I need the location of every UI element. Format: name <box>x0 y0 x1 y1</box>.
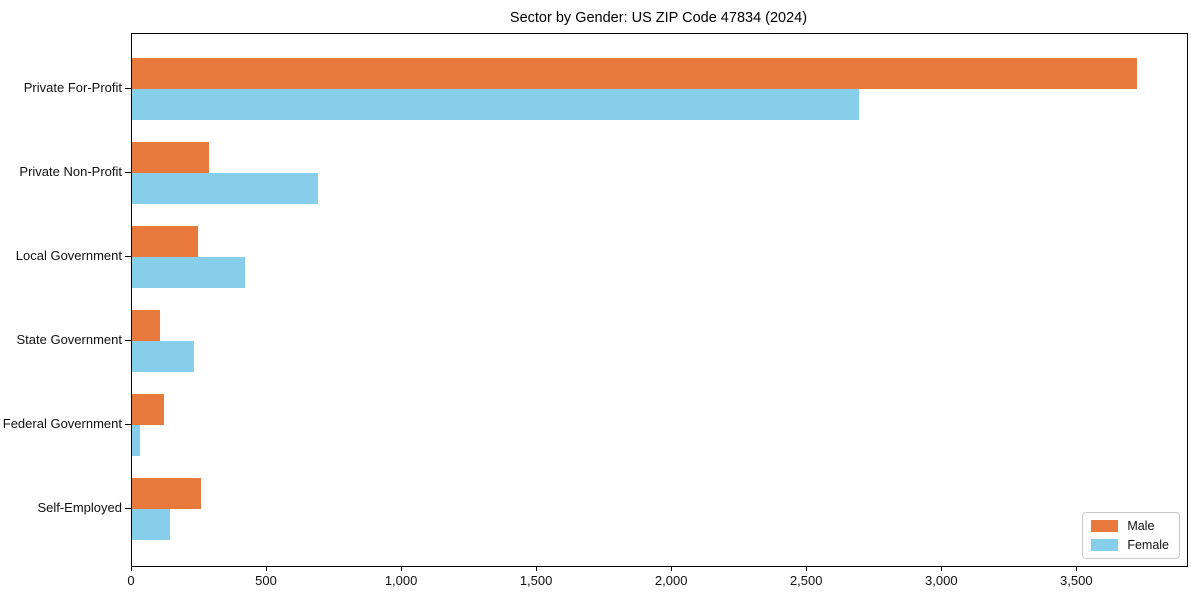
x-tick-mark <box>536 566 538 571</box>
x-tick-mark <box>266 566 267 571</box>
bar-male-4 <box>132 394 165 425</box>
bar-male-3 <box>132 310 161 341</box>
x-tick-label: 0 <box>127 573 135 588</box>
x-tick-mark <box>1076 566 1078 571</box>
x-tick-mark <box>806 566 808 571</box>
x-tick-label: 1,000 <box>384 573 418 588</box>
y-tick-mark <box>125 88 131 89</box>
bar-female-2 <box>132 257 246 288</box>
y-tick-mark <box>125 172 131 173</box>
x-tick-mark <box>671 566 673 571</box>
y-axis-category-label: Local Government <box>15 248 122 263</box>
bar-female-0 <box>132 89 859 120</box>
legend-label-male: Male <box>1127 519 1155 533</box>
bar-female-5 <box>132 509 170 540</box>
y-tick-mark <box>125 508 131 509</box>
bar-male-1 <box>132 142 209 173</box>
x-tick-label: 3,000 <box>925 573 958 588</box>
bar-female-4 <box>132 425 141 456</box>
x-tick-label: 2,000 <box>654 573 688 588</box>
x-tick-label: 3,500 <box>1060 573 1093 588</box>
legend: Male Female <box>1082 512 1180 559</box>
y-tick-mark <box>125 340 131 341</box>
y-axis-category-label: Federal Government <box>2 416 122 431</box>
x-tick-label: 500 <box>255 573 277 588</box>
bar-male-2 <box>132 226 199 257</box>
y-axis-category-label: State Government <box>16 332 123 347</box>
x-tick-mark <box>401 566 403 571</box>
x-tick-label: 2,500 <box>789 573 823 588</box>
plot-area: Male Female <box>131 33 1188 567</box>
bar-female-3 <box>132 341 195 372</box>
x-tick-mark <box>941 566 943 571</box>
y-axis-category-label: Private Non-Profit <box>19 164 122 179</box>
legend-entry-male: Male <box>1091 519 1169 533</box>
bar-male-0 <box>132 58 1137 89</box>
y-tick-mark <box>125 424 131 425</box>
legend-entry-female: Female <box>1091 538 1169 552</box>
legend-swatch-female-icon <box>1091 539 1119 551</box>
legend-swatch-male-icon <box>1091 520 1119 532</box>
y-tick-mark <box>125 256 131 257</box>
bar-male-5 <box>132 478 201 509</box>
bar-female-1 <box>132 173 319 204</box>
x-tick-label: 1,500 <box>519 573 553 588</box>
chart-title: Sector by Gender: US ZIP Code 47834 (202… <box>509 10 808 26</box>
x-tick-mark <box>131 566 132 571</box>
y-axis-category-label: Private For-Profit <box>23 80 122 95</box>
y-axis-category-label: Self-Employed <box>37 500 122 515</box>
legend-label-female: Female <box>1127 538 1169 552</box>
